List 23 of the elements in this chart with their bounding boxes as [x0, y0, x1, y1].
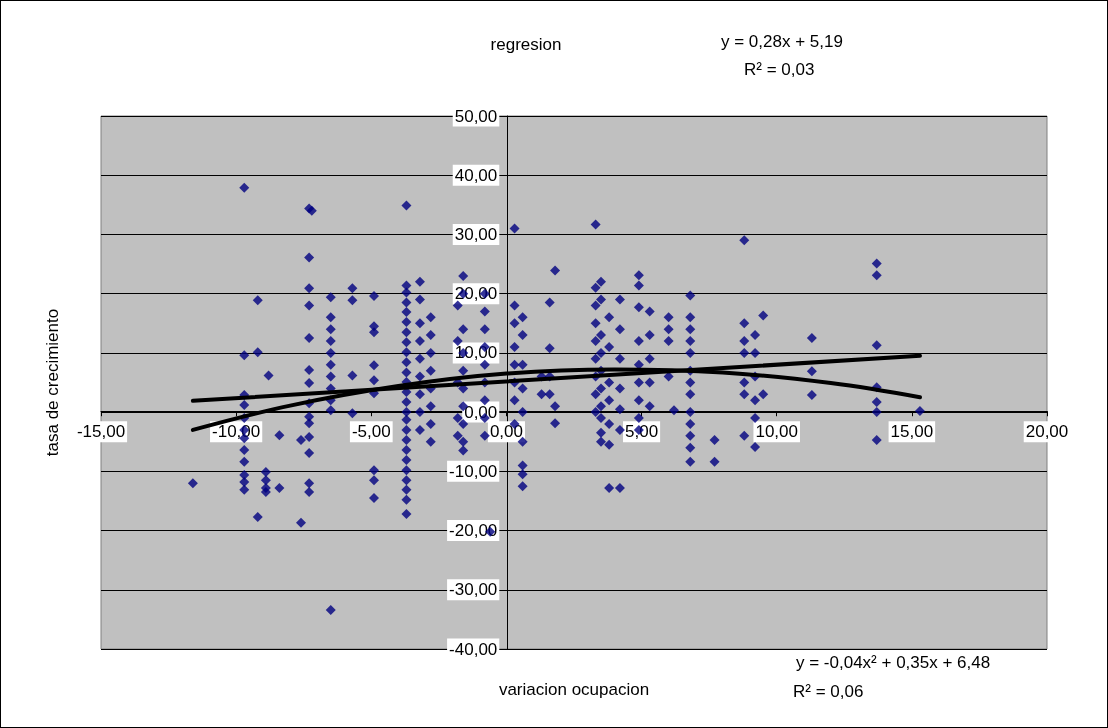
y-tick-label: 50,00	[454, 106, 498, 126]
text: R² = 0,06	[793, 682, 864, 701]
x-tick-label: -5,00	[351, 422, 391, 442]
y-tick-label: -40,00	[449, 639, 498, 659]
y-tick-label: 30,00	[454, 224, 498, 244]
x-axis-title: variacion ocupacion	[498, 679, 650, 699]
y-axis-title: tasa de crecimiento	[43, 308, 62, 457]
y-tick-label: -10,00	[449, 461, 498, 481]
x-tick-label: 0,00	[489, 422, 523, 442]
x-tick-label: 15,00	[890, 422, 934, 442]
text: y = -0,04x² + 0,35x + 6,48	[795, 653, 991, 672]
y-tick-label: 40,00	[454, 165, 498, 185]
x-tick-label: 20,00	[1025, 422, 1069, 442]
x-tick-label: -15,00	[76, 422, 126, 442]
text: R² = 0,03	[744, 60, 815, 79]
y-tick-label: 10,00	[454, 343, 498, 363]
chart-title: regresion	[490, 35, 562, 54]
y-tick-label: 20,00	[454, 284, 498, 304]
x-tick-label: 10,00	[755, 422, 798, 442]
y-tick-label: 0,00	[464, 402, 498, 422]
text: y = 0,28x + 5,19	[721, 32, 843, 51]
y-tick-label: -30,00	[449, 580, 498, 600]
x-tick-label: 5,00	[625, 422, 659, 442]
